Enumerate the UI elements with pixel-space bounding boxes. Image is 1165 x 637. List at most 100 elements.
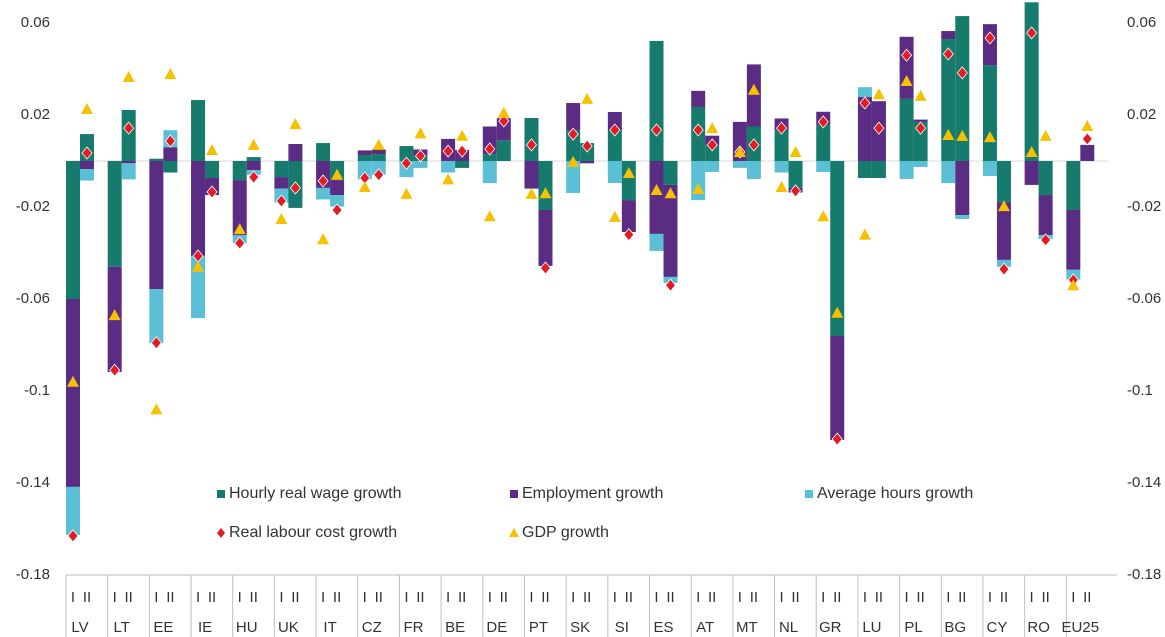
period-label: II [458, 589, 466, 606]
triangle-marker [67, 375, 79, 387]
bar-segment [566, 129, 581, 161]
bar-segment [1038, 161, 1053, 196]
bar-segment [1080, 144, 1095, 161]
bar-segment [955, 215, 970, 219]
diamond-marker [164, 134, 176, 148]
triangle-marker [164, 68, 177, 80]
legend-label: Average hours growth [817, 485, 973, 502]
diamond-marker [748, 138, 760, 152]
bar-segment [288, 143, 303, 161]
period-label: I [988, 589, 992, 606]
bar-segment [607, 161, 622, 184]
period-label: I [488, 589, 492, 606]
bar-segment [621, 161, 636, 201]
diamond-marker [525, 138, 538, 152]
y2-tick-label: -0.18 [1127, 566, 1161, 583]
bar-segment [941, 39, 956, 161]
diamond-marker [901, 48, 913, 62]
diamond-marker [539, 261, 552, 275]
bar-segment [746, 64, 761, 127]
triangle-marker [900, 74, 913, 86]
period-label: II [416, 589, 424, 606]
diamond-marker [123, 121, 135, 135]
diamond-marker [984, 31, 996, 45]
bar-segment [649, 233, 664, 251]
period-label: II [250, 589, 258, 606]
diamond-marker [109, 363, 121, 377]
bar-segment [274, 177, 289, 189]
bar-segment [107, 161, 122, 267]
diamond-marker [623, 227, 635, 242]
period-label: II [750, 589, 758, 606]
period-label: II [166, 589, 174, 606]
legend-swatch [217, 528, 225, 538]
period-label: I [154, 589, 158, 606]
bar-segment [66, 161, 80, 299]
country-label: LT [113, 619, 129, 636]
bar-segment [899, 36, 914, 99]
diamond-marker [234, 236, 246, 250]
bar-segment [538, 161, 553, 210]
bar-segment [982, 65, 997, 161]
diamond-marker [942, 47, 954, 61]
diamond-marker [248, 170, 260, 184]
legend-swatch [510, 490, 518, 498]
bar-segment [774, 161, 789, 173]
bar-segment [705, 144, 720, 161]
country-label: IT [323, 619, 336, 636]
bar-segment [482, 161, 497, 184]
bar-segment [732, 161, 747, 168]
period-label: I [946, 589, 950, 606]
period-label: I [71, 589, 75, 606]
diamond-marker [650, 123, 663, 137]
triangle-marker [858, 228, 871, 240]
triangle-marker [372, 138, 385, 150]
country-label: SK [570, 619, 590, 636]
bar-segment [663, 161, 678, 185]
country-label: EE [153, 619, 173, 636]
period-label: II [83, 589, 91, 606]
bar-segment [524, 161, 539, 189]
bar-segment [705, 161, 720, 173]
triangle-marker [539, 187, 552, 199]
bar-segment [913, 119, 928, 122]
period-label: I [738, 589, 742, 606]
diamond-marker [317, 174, 329, 188]
period-label: II [333, 589, 341, 606]
legend-label: Employment growth [522, 485, 663, 502]
triangle-marker [706, 122, 719, 134]
bar-segment [316, 143, 331, 161]
diamond-marker [289, 181, 301, 195]
diamond-marker [1040, 233, 1052, 247]
legend-swatch [805, 490, 813, 498]
triangle-marker [414, 127, 427, 139]
bar-segment [1024, 161, 1039, 185]
period-label: I [1071, 589, 1075, 606]
diamond-marker [581, 139, 593, 153]
triangle-marker [1039, 129, 1052, 141]
period-label: I [1030, 589, 1034, 606]
triangle-marker [831, 306, 844, 318]
diamond-marker [1081, 132, 1093, 146]
country-label: LV [71, 619, 88, 636]
bar-segment [649, 161, 664, 234]
triangle-marker [747, 83, 760, 95]
triangle-marker [914, 89, 927, 101]
period-label: II [958, 589, 966, 606]
triangle-marker [150, 403, 163, 415]
bar-segment [774, 129, 789, 161]
bar-segment [121, 163, 136, 180]
bar-segment [566, 103, 581, 130]
y2-tick-label: 0.06 [1127, 14, 1156, 31]
bar-segment [163, 161, 178, 173]
bar-segment [121, 109, 136, 161]
diamond-marker [400, 156, 412, 170]
country-label: PT [529, 619, 548, 636]
bar-segment [607, 112, 622, 130]
triangle-marker [983, 131, 996, 143]
bar-segment [191, 161, 206, 256]
y-tick-label: 0.06 [21, 14, 50, 31]
bar-segment [691, 161, 706, 201]
period-label: I [571, 589, 575, 606]
